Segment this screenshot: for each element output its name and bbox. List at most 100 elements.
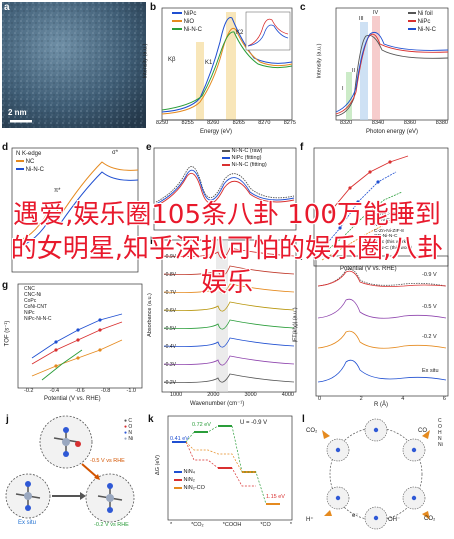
panel-l: l C O H N Ni CO₂ CO H⁺ e⁻ OH⁻ CO₂ xyxy=(300,412,452,534)
species-label: CO xyxy=(418,428,427,434)
x-tick: 4 xyxy=(401,396,405,402)
mechanism-schematic xyxy=(322,418,430,530)
panel-j-label: j xyxy=(6,414,9,425)
peak-label: III xyxy=(359,16,364,22)
energy-label: 0.72 eV xyxy=(192,422,211,428)
x-tick: 8275 xyxy=(283,120,296,126)
xanes-plot xyxy=(161,7,293,121)
panel-e: e Ni-N-C (raw) NiPc (fitting) Ni-N-C (fi… xyxy=(146,142,298,232)
panel-f: f Ni-N-C-100 Fe-N-C Ni SA C-Zn-Ni-ZIF-8 … xyxy=(300,142,452,276)
panel-f-label: f xyxy=(300,142,304,153)
trace-label: -0.9V xyxy=(164,254,176,260)
species-label: OH⁻ xyxy=(388,517,401,523)
x-tick: 8250 xyxy=(156,120,169,126)
legend-item: NiPc xyxy=(183,11,197,17)
peak-label: π* xyxy=(54,188,61,194)
trace-label: -0.5 V xyxy=(422,304,437,310)
legend-item: CoPc xyxy=(24,298,37,304)
legend-item: C xyxy=(438,418,442,424)
panel-h: h -0.9V -0.8V -0.7V -0.6V -0.5V -0.4V -0… xyxy=(147,236,300,408)
legend-item: C-Zn-Ni-ZIF-8 xyxy=(374,228,404,234)
nk-edge-plot xyxy=(11,147,139,273)
free-energy-diagram xyxy=(167,415,293,521)
state-label: -0.5 V vs RHE xyxy=(90,458,125,464)
panel-a-label: a xyxy=(4,2,10,13)
x-tick: 8360 xyxy=(403,120,417,126)
structure-schematic xyxy=(5,415,135,523)
y-axis-label: |FT(k³χ)| (a.u.) xyxy=(292,307,299,343)
y-axis-label: Intensity (a.u.) xyxy=(142,43,149,79)
panel-k: k NiN₄ NiN₂ NiN₂-CO U = -0.9 V 0.41 eV 0… xyxy=(146,412,296,534)
x-axis-label: Potential (V vs. RHE) xyxy=(340,266,397,272)
legend-item: Ni-N-C xyxy=(417,27,436,33)
x-axis-label: Energy (eV) xyxy=(200,129,233,135)
legend-item: CNC-Ni xyxy=(24,292,42,298)
legend-item: O xyxy=(128,424,133,430)
x-axis-label: R (Å) xyxy=(374,402,388,408)
x-tick: 6 xyxy=(442,396,446,402)
legend-item: H xyxy=(438,430,442,436)
panel-b-label: b xyxy=(150,2,157,13)
x-tick: 8260 xyxy=(207,120,220,126)
panel-c: c Ni foil NiPc Ni-N-C I II III IV 8320 8… xyxy=(300,2,452,138)
x-tick: *CO xyxy=(260,522,271,528)
x-tick: -1.0 xyxy=(126,388,136,394)
panel-h-label: h xyxy=(150,236,157,247)
species-label: CO₂ xyxy=(306,428,318,434)
y-axis-label: ΔG (eV) xyxy=(154,455,161,475)
y-axis-label: TOF (s⁻¹) xyxy=(4,320,11,347)
panel-c-label: c xyxy=(300,2,306,13)
panel-i: i -0.9 V -0.5 V -0.2 V Ex situ |FT(k³χ)|… xyxy=(293,252,452,408)
peak-label: K2 xyxy=(236,30,244,36)
overlay-headline: 遇爱,娱乐圈105条八卦 100万能睡到的女明星,知乎深扒可怕的娱乐圈,八卦娱乐 xyxy=(10,200,444,298)
x-tick: 8255 xyxy=(181,120,194,126)
tof-plot xyxy=(17,283,143,389)
species-label: H⁺ xyxy=(306,517,314,523)
legend-f: Ni-N-C-100 Fe-N-C Ni SA C-Zn-Ni-ZIF-8 OD… xyxy=(374,212,450,251)
peak-label: IV xyxy=(373,10,379,16)
trace-label: -0.2V xyxy=(164,380,176,386)
legend-item: CNC xyxy=(24,286,35,292)
fe-plot xyxy=(313,147,449,267)
x-tick: 8340 xyxy=(371,120,385,126)
legend-item: Ni xyxy=(438,442,443,448)
panel-d: d N K-edge NC Ni-N-C π* σ* xyxy=(2,142,142,276)
x-tick: 0 xyxy=(318,396,322,402)
legend-item: Ni-N-C-100 xyxy=(374,212,399,217)
state-label: -0.2 V vs RHE xyxy=(94,522,129,528)
legend-j: ● C ● O ● N ● Ni xyxy=(124,418,134,442)
peak-label: I xyxy=(342,86,344,92)
x-axis-label: Wavenumber (cm⁻¹) xyxy=(190,401,245,407)
legend-item: NiPc (this work) xyxy=(374,239,408,245)
trace-label: -0.5V xyxy=(164,326,176,332)
panel-e-label: e xyxy=(146,142,152,153)
trace-label: -0.9 V xyxy=(422,272,437,278)
peak-label: II xyxy=(352,68,356,74)
legend-item: Ni-N-C (raw) xyxy=(231,148,263,154)
legend-item: Ni SA xyxy=(374,223,387,229)
tem-image xyxy=(2,2,146,128)
x-tick: 8320 xyxy=(340,120,353,126)
x-axis-label: Potential (V vs. RHE) xyxy=(44,396,101,402)
legend-item: Ni-N-C (fitting) xyxy=(231,162,267,168)
x-ticks: 8250 8255 8260 8265 8270 8275 xyxy=(156,120,296,126)
legend-e: Ni-N-C (raw) NiPc (fitting) Ni-N-C (fitt… xyxy=(222,148,267,169)
potential-label: U = -0.9 V xyxy=(240,420,268,426)
legend-item: NiO xyxy=(183,19,195,25)
legend-item: Fe-N-C xyxy=(374,217,390,223)
ftir-plot xyxy=(161,239,297,393)
trace-label: Ex situ xyxy=(422,368,439,374)
panel-g-label: g xyxy=(2,280,9,291)
legend-item: N xyxy=(128,430,133,436)
x-tick: 4000 xyxy=(281,392,294,398)
x-tick: -0.4 xyxy=(49,388,60,394)
panel-a: a 2 nm xyxy=(2,2,146,128)
legend-item: Ni xyxy=(128,436,134,442)
legend-item: Ni-N-C xyxy=(183,27,202,33)
legend-item: Ni foil xyxy=(417,11,433,17)
x-tick: 2000 xyxy=(207,392,220,398)
x-tick: -0.8 xyxy=(100,388,111,394)
legend-item: NiPc xyxy=(24,310,35,316)
panel-l-label: l xyxy=(302,414,305,425)
legend-item: NiPc (fitting) xyxy=(231,155,262,161)
